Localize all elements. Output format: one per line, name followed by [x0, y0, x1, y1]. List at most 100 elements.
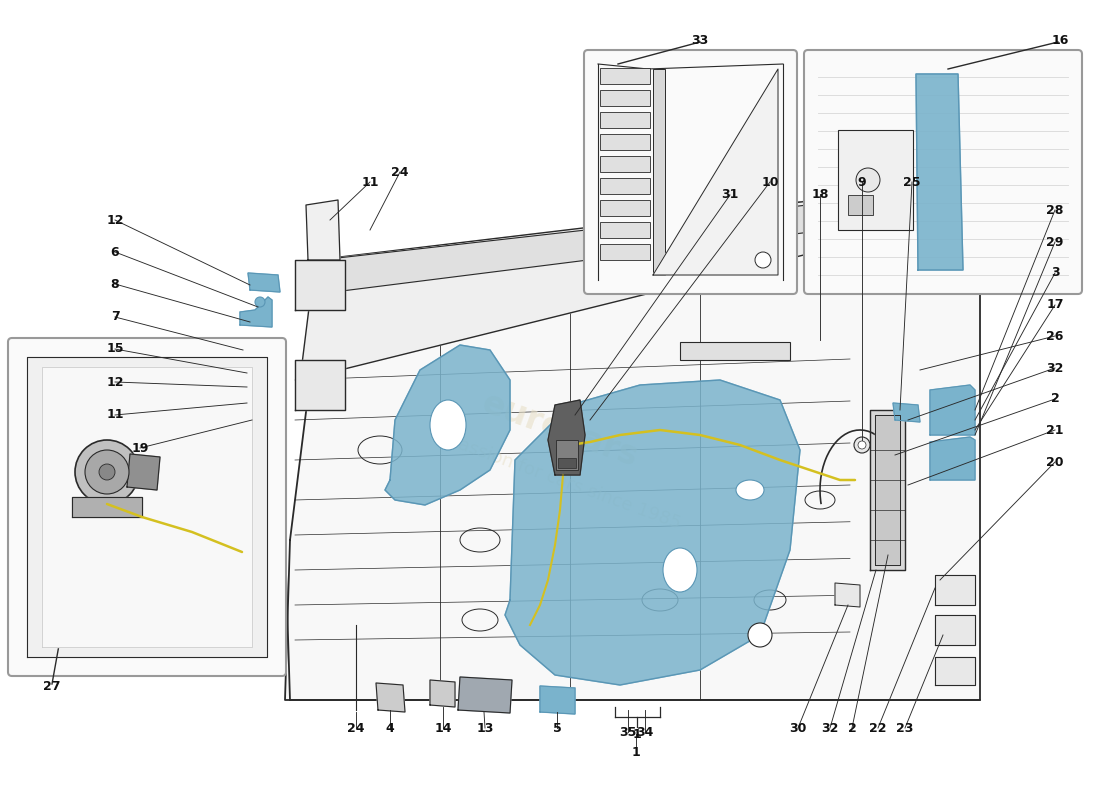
- Circle shape: [854, 437, 870, 453]
- Polygon shape: [234, 366, 268, 392]
- Polygon shape: [935, 657, 975, 685]
- Polygon shape: [376, 683, 405, 712]
- Polygon shape: [295, 360, 345, 410]
- Text: eurocars: eurocars: [477, 386, 642, 474]
- Text: 1: 1: [631, 746, 640, 758]
- Text: 3: 3: [1050, 266, 1059, 279]
- Text: 4: 4: [386, 722, 395, 734]
- Text: 23: 23: [896, 722, 914, 734]
- Polygon shape: [232, 405, 265, 427]
- Text: 30: 30: [790, 722, 806, 734]
- Bar: [600, 244, 650, 260]
- Text: 33: 33: [692, 34, 708, 46]
- Text: 18: 18: [812, 187, 828, 201]
- Polygon shape: [930, 437, 975, 480]
- Polygon shape: [916, 74, 962, 270]
- Bar: [838, 130, 913, 230]
- Bar: [600, 178, 650, 194]
- Text: 14: 14: [434, 722, 452, 734]
- Bar: [600, 134, 650, 150]
- Polygon shape: [72, 497, 142, 517]
- Text: 1: 1: [632, 729, 641, 742]
- Bar: [653, 69, 666, 275]
- Polygon shape: [540, 686, 575, 714]
- Text: 6: 6: [111, 246, 119, 258]
- Polygon shape: [385, 345, 510, 505]
- Circle shape: [755, 252, 771, 268]
- Text: 35: 35: [619, 726, 637, 738]
- Text: 7: 7: [111, 310, 120, 323]
- Circle shape: [85, 450, 129, 494]
- Text: 25: 25: [903, 175, 921, 189]
- Text: 17: 17: [1046, 298, 1064, 311]
- Text: 31: 31: [722, 189, 739, 202]
- Text: 29: 29: [1046, 235, 1064, 249]
- Text: 15: 15: [107, 342, 123, 355]
- Text: 2: 2: [1050, 393, 1059, 406]
- Ellipse shape: [430, 400, 466, 450]
- Circle shape: [75, 440, 139, 504]
- Polygon shape: [458, 677, 512, 713]
- Circle shape: [856, 168, 880, 192]
- Polygon shape: [935, 615, 975, 645]
- Text: 32: 32: [1046, 362, 1064, 374]
- Text: 12: 12: [107, 214, 123, 226]
- Polygon shape: [870, 410, 905, 570]
- Polygon shape: [935, 575, 975, 605]
- Text: 28: 28: [1046, 203, 1064, 217]
- Text: 5: 5: [552, 722, 561, 734]
- Polygon shape: [430, 680, 455, 707]
- Circle shape: [858, 441, 866, 449]
- Text: 20: 20: [1046, 455, 1064, 469]
- Bar: [600, 222, 650, 238]
- Circle shape: [243, 400, 253, 410]
- Polygon shape: [306, 200, 340, 260]
- Text: 19: 19: [131, 442, 149, 454]
- Bar: [600, 156, 650, 172]
- Ellipse shape: [663, 548, 697, 592]
- Text: 8: 8: [111, 278, 119, 290]
- Circle shape: [99, 464, 116, 480]
- Text: 24: 24: [348, 722, 365, 734]
- Polygon shape: [653, 69, 778, 275]
- Circle shape: [255, 297, 265, 307]
- Text: 2: 2: [848, 722, 857, 734]
- Text: 11: 11: [107, 409, 123, 422]
- Bar: [600, 68, 650, 84]
- Text: 34: 34: [636, 726, 653, 738]
- Polygon shape: [295, 260, 345, 310]
- Bar: [680, 342, 790, 360]
- Text: 16: 16: [1052, 34, 1069, 46]
- Text: 9: 9: [858, 175, 867, 189]
- FancyBboxPatch shape: [8, 338, 286, 676]
- Bar: [558, 458, 576, 468]
- Circle shape: [748, 623, 772, 647]
- Text: 10: 10: [761, 175, 779, 189]
- Polygon shape: [28, 357, 267, 657]
- Bar: [848, 195, 873, 215]
- Bar: [600, 200, 650, 216]
- Polygon shape: [285, 180, 980, 700]
- Text: 26: 26: [1046, 330, 1064, 342]
- Polygon shape: [248, 273, 280, 292]
- Polygon shape: [235, 340, 265, 362]
- Polygon shape: [835, 583, 860, 607]
- FancyBboxPatch shape: [584, 50, 798, 294]
- Polygon shape: [874, 415, 900, 565]
- Text: 27: 27: [43, 679, 60, 693]
- Text: 11: 11: [361, 175, 378, 189]
- Polygon shape: [126, 454, 160, 490]
- Bar: [600, 112, 650, 128]
- Polygon shape: [505, 380, 800, 685]
- Text: 13: 13: [476, 722, 494, 734]
- Text: 24: 24: [392, 166, 409, 178]
- Polygon shape: [42, 367, 252, 647]
- Polygon shape: [548, 400, 585, 475]
- Text: 12: 12: [107, 375, 123, 389]
- Bar: [556, 440, 578, 470]
- Circle shape: [243, 370, 253, 380]
- Text: 22: 22: [869, 722, 887, 734]
- Polygon shape: [240, 297, 272, 327]
- Ellipse shape: [736, 480, 764, 500]
- Bar: [600, 90, 650, 106]
